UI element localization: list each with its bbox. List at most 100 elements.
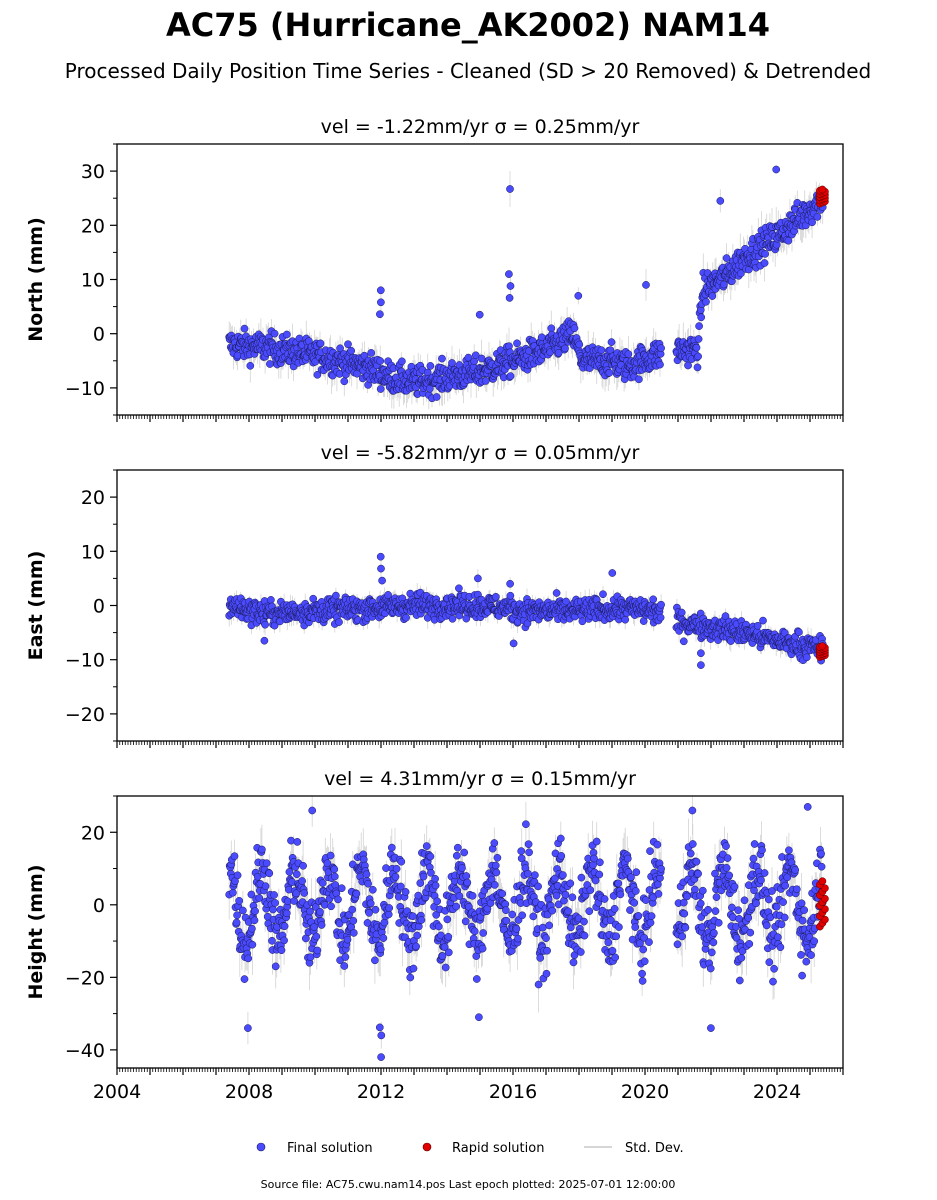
final-point <box>432 393 441 401</box>
final-point <box>330 865 339 874</box>
final-point <box>413 931 422 940</box>
final-point <box>409 964 418 973</box>
final-point <box>693 363 702 372</box>
final-point <box>642 281 650 289</box>
y-tick-label: 0 <box>93 596 105 618</box>
final-point <box>624 350 633 358</box>
final-point <box>299 861 307 870</box>
final-point <box>341 953 350 961</box>
final-point <box>597 346 606 355</box>
final-point <box>270 329 279 338</box>
final-point <box>677 608 686 617</box>
final-point <box>271 899 279 907</box>
y-tick-label: 0 <box>93 324 105 346</box>
final-point <box>458 864 466 872</box>
final-point <box>438 354 446 363</box>
y-tick-label: −20 <box>65 704 105 726</box>
final-point <box>331 881 340 889</box>
final-point <box>270 891 278 899</box>
final-point <box>426 362 435 370</box>
final-point <box>406 973 415 982</box>
final-point <box>382 864 390 872</box>
final-point <box>229 888 237 897</box>
final-point <box>444 932 453 941</box>
final-point <box>398 357 406 366</box>
final-points-height <box>225 803 827 1061</box>
final-point <box>452 902 461 911</box>
final-point <box>300 889 309 897</box>
final-point <box>330 872 339 881</box>
final-point <box>417 916 426 924</box>
final-point <box>409 912 417 921</box>
final-point <box>287 836 295 845</box>
final-point <box>378 576 386 585</box>
final-point <box>444 948 453 957</box>
final-point <box>574 291 583 300</box>
final-point <box>464 353 473 362</box>
final-point <box>280 936 288 945</box>
final-point <box>385 904 394 912</box>
final-point <box>795 628 803 636</box>
final-point <box>460 848 469 857</box>
final-point <box>679 637 688 646</box>
final-point <box>233 911 241 920</box>
final-point <box>506 185 514 193</box>
final-point <box>490 839 499 847</box>
final-point <box>349 916 358 925</box>
final-point <box>472 975 481 983</box>
final-point <box>461 917 470 926</box>
final-point <box>448 359 456 367</box>
final-point <box>695 322 703 330</box>
panel-height: vel = 4.31mm/yr σ = 0.15mm/yr Height (mm)… <box>25 768 844 1103</box>
final-point <box>376 286 385 295</box>
final-point <box>513 339 521 348</box>
chart-title: AC75 (Hurricane_AK2002) NAM14 <box>166 6 770 44</box>
final-point <box>235 896 244 905</box>
final-point <box>716 197 725 205</box>
final-point <box>365 908 373 917</box>
final-point <box>570 324 579 333</box>
final-point <box>635 375 643 384</box>
final-point <box>761 250 769 258</box>
panel-north: vel = -1.22mm/yr σ = 0.25mm/yr North (mm)… <box>25 116 844 422</box>
rapid-point <box>818 642 827 650</box>
final-point <box>425 384 434 393</box>
y-tick-label: 10 <box>81 541 105 563</box>
final-point <box>434 922 443 931</box>
final-point <box>607 338 616 346</box>
final-point <box>448 614 457 623</box>
final-point <box>317 921 326 929</box>
final-point <box>292 870 301 879</box>
final-point <box>552 589 561 597</box>
final-point <box>267 596 275 604</box>
final-point <box>336 344 344 353</box>
final-point <box>402 613 410 622</box>
final-point <box>371 956 379 965</box>
y-tick-label: −10 <box>65 378 105 400</box>
final-point <box>248 924 256 933</box>
final-point <box>316 908 324 916</box>
final-point <box>327 902 335 911</box>
final-point <box>462 872 471 880</box>
panel-title-north: vel = -1.22mm/yr σ = 0.25mm/yr <box>321 116 640 138</box>
final-point <box>293 838 302 846</box>
final-point <box>491 592 500 601</box>
final-point <box>657 344 665 353</box>
final-point <box>353 369 361 378</box>
final-point <box>443 915 452 924</box>
final-point <box>471 351 480 360</box>
rapid-point <box>818 185 827 194</box>
final-point <box>376 945 385 954</box>
final-point <box>477 354 486 363</box>
final-point <box>371 905 380 914</box>
final-point <box>656 613 665 622</box>
final-point <box>318 879 327 887</box>
final-point <box>656 360 664 369</box>
final-point <box>401 888 410 896</box>
final-point <box>475 310 484 319</box>
final-point <box>367 349 376 357</box>
final-point <box>366 899 375 908</box>
final-point <box>269 905 277 914</box>
final-point <box>261 882 270 891</box>
final-point <box>802 653 811 662</box>
